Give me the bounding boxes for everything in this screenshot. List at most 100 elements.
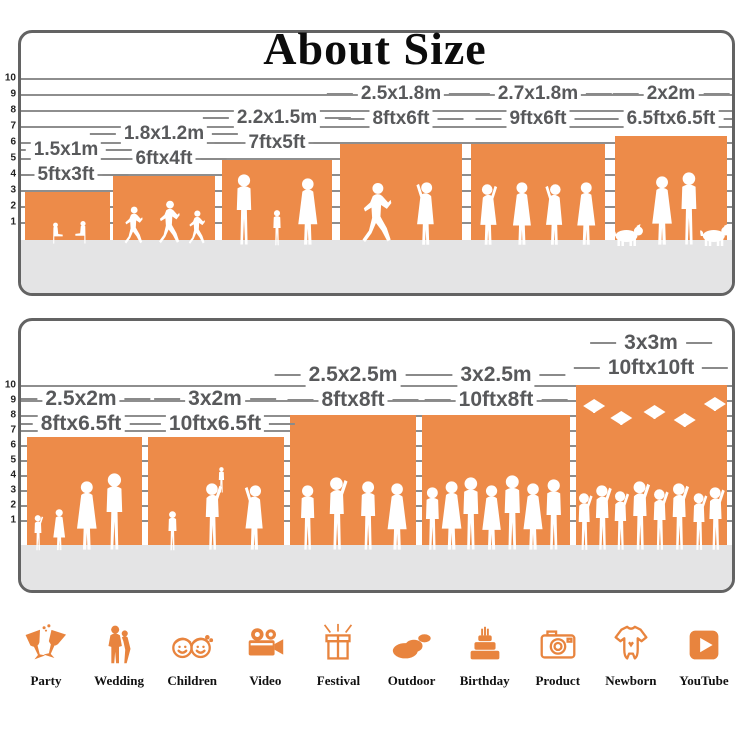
size-label-meters: 1.5x1m [21,139,133,161]
label-dash [287,398,314,402]
group-standing-silhouette [301,477,407,550]
label-dash [437,117,464,121]
category-label: Party [30,673,62,688]
category-youtube: YouTube [672,622,736,689]
size-label-feet: 9ftx6ft [475,108,601,130]
size-label-feet-text: 6.5ftx6.5ft [623,108,719,130]
floor-strip [21,240,732,293]
label-dash [89,132,116,136]
category-party: Party [14,622,78,689]
label-dash [21,173,30,177]
children-running-silhouette [124,200,205,244]
label-dash [21,397,38,401]
backdrop-box-9ftx6ft [471,144,605,245]
label-dash [21,422,33,426]
size-label-feet: 6.5ftx6.5ft [592,108,732,130]
size-label-meters: 2.5x2m [21,387,151,411]
label-dash [586,92,613,96]
size-label-feet: 8ftx6ft [338,108,464,130]
size-label-meters-text: 2.7x1.8m [494,83,582,105]
label-dash [612,92,639,96]
category-children: Children [160,622,224,689]
ruler-number: 6 [10,136,16,148]
category-newborn: Newborn [599,622,663,689]
ruler-number: 2 [10,499,16,511]
label-dash [475,117,502,121]
ruler-number: 10 [4,72,16,84]
category-label: Festival [316,673,361,688]
category-outdoor: Outdoor [380,622,444,689]
backdrop-box-8ftx6ft [340,144,462,245]
label-dash [426,373,453,377]
label-dash [202,116,229,120]
size-label-feet-text: 7ftx5ft [245,132,309,154]
size-label-meters: 2.5x1.8m [326,83,476,105]
size-label-meters-text: 2x2m [643,83,699,105]
size-label-meters: 3x2.5m [426,363,566,387]
size-label-feet: 10ftx8ft [424,388,568,412]
graduation-crowd-silhouette [578,397,726,550]
label-dash [325,116,352,120]
label-dash [539,373,566,377]
floor-strip [21,545,732,590]
children-icon [172,635,214,659]
ruler-number: 10 [4,379,16,391]
label-dash [424,398,451,402]
label-dash [326,92,353,96]
ruler-number: 1 [10,216,16,228]
label-dash [592,117,619,121]
family-four-silhouette [34,473,123,551]
size-label-feet-text: 10ftx10ft [604,356,698,380]
size-label-meters: 1.8x1.2m [89,123,239,145]
label-dash [590,341,617,345]
size-label-feet-text: 9ftx6ft [506,108,570,130]
backdrop-box-8ftx8ft [290,415,416,550]
size-label-meters-text: 3x2m [185,387,245,411]
size-label-meters-text: 1.5x1m [30,139,102,161]
label-dash [449,92,476,96]
size-label-meters: 3x2m [154,387,276,411]
category-label: Product [535,673,581,688]
size-label-feet: 8ftx8ft [287,388,419,412]
backdrop-box-10ftx6.5ft [148,437,284,551]
size-label-meters-text: 2.2x1.5m [233,107,321,129]
outdoor-icon [392,634,431,659]
ruler-number: 2 [10,200,16,212]
festival-icon [324,623,353,660]
label-dash [200,157,227,161]
label-dash [134,422,161,426]
family-lifting-child-silhouette [168,467,263,551]
ruler-number: 3 [10,484,16,496]
label-dash [573,366,600,370]
label-dash [338,117,365,121]
product-icon [540,630,576,659]
page-title: About Size [263,23,487,74]
label-dash [723,117,732,121]
ruler-number: 1 [10,514,16,526]
birthday-icon [470,626,500,660]
ruler-number: 7 [10,424,16,436]
label-dash [269,422,296,426]
label-dash [249,397,276,401]
couple-with-dogs-silhouette [612,172,731,246]
category-wedding: Wedding [87,622,151,689]
size-label-meters-text: 2.5x2m [42,387,120,411]
label-dash [21,148,26,152]
group-large-silhouette [425,475,561,550]
category-festival: Festival [306,622,370,689]
label-dash [463,92,490,96]
wedding-icon [108,625,131,664]
ruler-number: 6 [10,439,16,451]
ruler-number: 5 [10,152,16,164]
category-label: Wedding [94,673,145,688]
size-label-feet: 5ftx3ft [21,164,129,186]
ruler-number: 4 [10,168,16,180]
label-dash [702,366,729,370]
ruler-number: 8 [10,104,16,116]
category-label: Children [167,673,218,688]
backdrop-box-10ftx8ft [422,415,570,550]
size-label-feet: 10ftx6.5ft [134,412,296,436]
size-label-feet-text: 5ftx3ft [34,164,98,186]
size-panel-large: 2.5x2m 8ftx6.5ft 3x2m 10ftx6.5ft 2.5x2.5m 8ft… [18,318,735,593]
label-dash [274,373,301,377]
